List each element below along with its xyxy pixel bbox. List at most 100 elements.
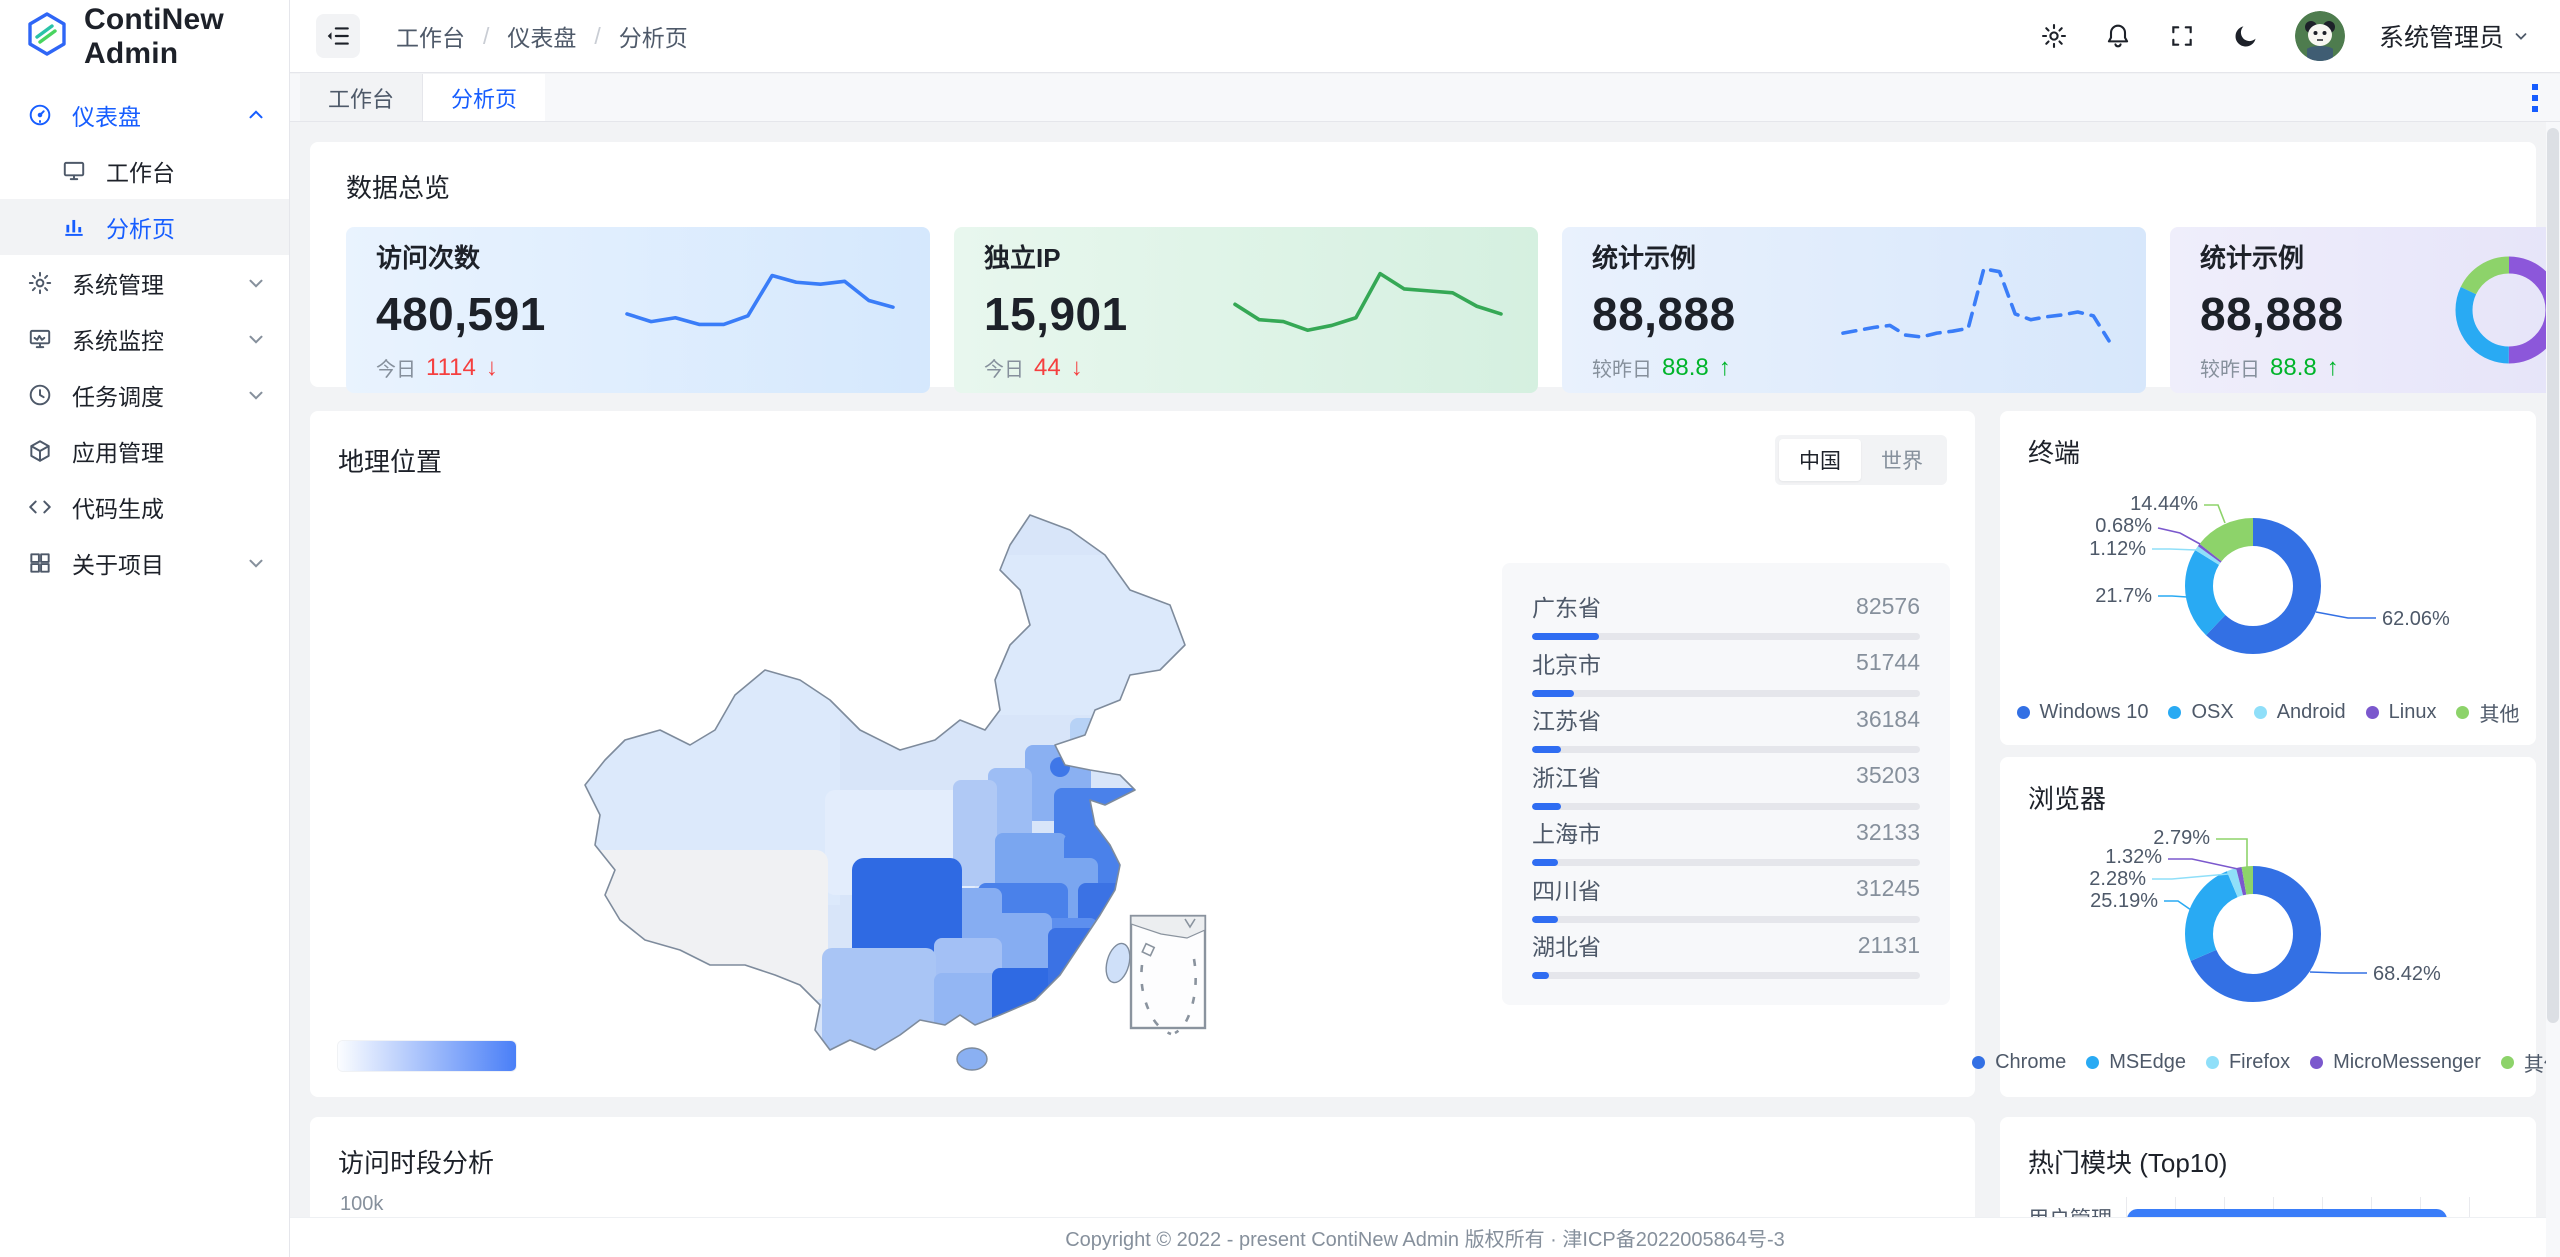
region-bar-fill bbox=[1532, 859, 1559, 866]
footer: Copyright © 2022 - present ContiNew Admi… bbox=[290, 1217, 2560, 1257]
sidebar-item-label: 关于项目 bbox=[72, 552, 164, 578]
ranking-row: 湖北省 21131 bbox=[1532, 928, 1920, 979]
tab-0[interactable]: 工作台 bbox=[300, 74, 424, 121]
stat-title: 访问次数 bbox=[376, 243, 481, 273]
ranking-row: 广东省 82576 bbox=[1532, 589, 1920, 640]
overview-card: 数据总览 访问次数 480,591 今日 1114 ↓ 独立IP 15,901 今日 44 ↓ 统计… bbox=[310, 142, 2560, 393]
svg-text:2.79%: 2.79% bbox=[2153, 827, 2210, 849]
svg-text:0.68%: 0.68% bbox=[2095, 515, 2152, 537]
bell-icon bbox=[2107, 24, 2129, 48]
avatar[interactable] bbox=[2294, 11, 2345, 61]
sidebar-item-4[interactable]: 系统监控 bbox=[0, 311, 289, 367]
ranking-row: 江苏省 36184 bbox=[1532, 702, 1920, 753]
legend-item[interactable]: Linux bbox=[2365, 698, 2436, 727]
sidebar-item-2[interactable]: 分析页 bbox=[0, 199, 289, 255]
scrollbar-track[interactable] bbox=[2546, 122, 2560, 1257]
svg-text:25.19%: 25.19% bbox=[2090, 890, 2158, 912]
svg-text:1.32%: 1.32% bbox=[2105, 846, 2162, 868]
region-bar-track bbox=[1532, 972, 1920, 979]
sidebar-item-5[interactable]: 任务调度 bbox=[0, 367, 289, 423]
sparkline-chart bbox=[1233, 271, 1503, 333]
tab-more-icon[interactable] bbox=[2532, 83, 2538, 112]
region-name: 浙江省 bbox=[1532, 764, 1601, 791]
stat-value: 88,888 bbox=[1592, 288, 1736, 340]
region-bar-fill bbox=[1532, 915, 1558, 923]
stat-title: 统计示例 bbox=[2200, 243, 2305, 273]
legend-item[interactable]: MSEdge bbox=[2086, 1048, 2186, 1077]
breadcrumb-item[interactable]: 工作台 bbox=[396, 25, 465, 51]
chevron-down-icon bbox=[245, 552, 267, 574]
legend-item[interactable]: Firefox bbox=[2205, 1048, 2290, 1077]
breadcrumb-item[interactable]: 分析页 bbox=[618, 25, 688, 51]
legend-item[interactable]: Android bbox=[2253, 698, 2346, 727]
stat-delta: 较昨日 88.8 ↑ bbox=[1592, 353, 1731, 382]
stat-delta: 较昨日 88.8 ↑ bbox=[2200, 353, 2339, 382]
sidebar: ContiNew Admin 仪表盘工作台 分析页 系统管理 系统监控 任务调度应用管理… bbox=[0, 0, 290, 1257]
dark-mode-button[interactable] bbox=[2231, 21, 2261, 51]
region-bar-fill bbox=[1532, 802, 1561, 810]
breadcrumb-item[interactable]: 仪表盘 bbox=[507, 25, 577, 51]
user-menu[interactable]: 系统管理员 bbox=[2379, 18, 2530, 54]
sidebar-item-label: 仪表盘 bbox=[72, 104, 141, 130]
clock-icon bbox=[26, 381, 54, 409]
svg-text:62.06%: 62.06% bbox=[2382, 608, 2450, 630]
stat-value: 480,591 bbox=[376, 288, 546, 340]
china-map[interactable] bbox=[530, 495, 1270, 1075]
scrollbar-thumb[interactable] bbox=[2547, 128, 2559, 1023]
sidebar-item-0[interactable]: 仪表盘 bbox=[0, 87, 289, 143]
grid-icon bbox=[26, 549, 54, 577]
breadcrumb-separator: / bbox=[483, 22, 490, 49]
barchart-icon bbox=[60, 213, 88, 241]
legend-item[interactable]: OSX bbox=[2168, 698, 2234, 727]
chevron-down-icon bbox=[245, 384, 267, 406]
sidebar-item-label: 应用管理 bbox=[72, 440, 164, 466]
geo-toggle-1[interactable]: 世界 bbox=[1881, 450, 1923, 473]
region-value: 31245 bbox=[1856, 875, 1920, 901]
terminal-donut-chart: 62.06% 21.7% 1.12%0.68%14.44% bbox=[2089, 493, 2450, 654]
legend-item[interactable]: Windows 10 bbox=[2016, 698, 2148, 727]
browser-card: 浏览器 68.42% 25.19% 2.28% 1.32% 2.79% Chrome MS… bbox=[1972, 757, 2560, 1097]
sidebar-item-8[interactable]: 关于项目 bbox=[0, 535, 289, 591]
breadcrumb-separator: / bbox=[594, 22, 601, 49]
geo-toggle-0[interactable]: 中国 bbox=[1779, 439, 1861, 481]
logo: ContiNew Admin bbox=[0, 0, 289, 73]
chevron-down-icon bbox=[245, 328, 267, 350]
region-value: 51744 bbox=[1856, 649, 1920, 675]
legend-item[interactable]: Chrome bbox=[1972, 1048, 2066, 1077]
terminal-legend: Windows 10 OSX Android Linux 其他 bbox=[2000, 698, 2536, 727]
ranking-row: 浙江省 35203 bbox=[1532, 759, 1920, 810]
region-value: 36184 bbox=[1856, 705, 1920, 732]
fullscreen-button[interactable] bbox=[2167, 21, 2197, 51]
settings-button[interactable] bbox=[2039, 21, 2069, 51]
sidebar-item-1[interactable]: 工作台 bbox=[0, 143, 289, 199]
notifications-button[interactable] bbox=[2103, 21, 2133, 51]
code-icon bbox=[26, 493, 54, 521]
chevron-up-icon bbox=[245, 104, 267, 126]
legend-item[interactable]: MicroMessenger bbox=[2310, 1048, 2481, 1077]
region-name: 四川省 bbox=[1532, 877, 1601, 904]
browser-title: 浏览器 bbox=[2028, 784, 2107, 814]
user-name: 系统管理员 bbox=[2378, 24, 2504, 52]
tab-1[interactable]: 分析页 bbox=[423, 74, 546, 121]
sidebar-item-3[interactable]: 系统管理 bbox=[0, 255, 289, 311]
browser-legend: Chrome MSEdge Firefox MicroMessenger 其他 bbox=[1972, 1048, 2560, 1077]
legend-item[interactable]: 其他 bbox=[2456, 698, 2519, 727]
region-value: 32133 bbox=[1856, 818, 1920, 845]
svg-text:68.42%: 68.42% bbox=[2373, 963, 2441, 985]
stat-card-2: 统计示例 88,888 较昨日 88.8 ↑ bbox=[1562, 227, 2146, 393]
region-name: 上海市 bbox=[1532, 821, 1601, 847]
region-bar-track bbox=[1532, 689, 1920, 697]
region-value: 35203 bbox=[1856, 762, 1920, 788]
geo-title: 地理位置 bbox=[338, 446, 443, 477]
stat-cards: 访问次数 480,591 今日 1114 ↓ 独立IP 15,901 今日 44 ↓ 统计示例 88,… bbox=[346, 227, 2560, 393]
sidebar-item-7[interactable]: 代码生成 bbox=[0, 479, 289, 535]
stat-card-1: 独立IP 15,901 今日 44 ↓ bbox=[954, 227, 1538, 393]
svg-text:2.28%: 2.28% bbox=[2089, 868, 2146, 890]
gear-icon bbox=[26, 269, 54, 297]
menu-fold-button[interactable] bbox=[316, 14, 360, 58]
region-name: 广东省 bbox=[1532, 595, 1601, 621]
region-name: 湖北省 bbox=[1532, 934, 1601, 960]
stat-card-0: 访问次数 480,591 今日 1114 ↓ bbox=[346, 227, 930, 393]
dashboard-icon bbox=[26, 101, 54, 129]
sidebar-item-6[interactable]: 应用管理 bbox=[0, 423, 289, 479]
